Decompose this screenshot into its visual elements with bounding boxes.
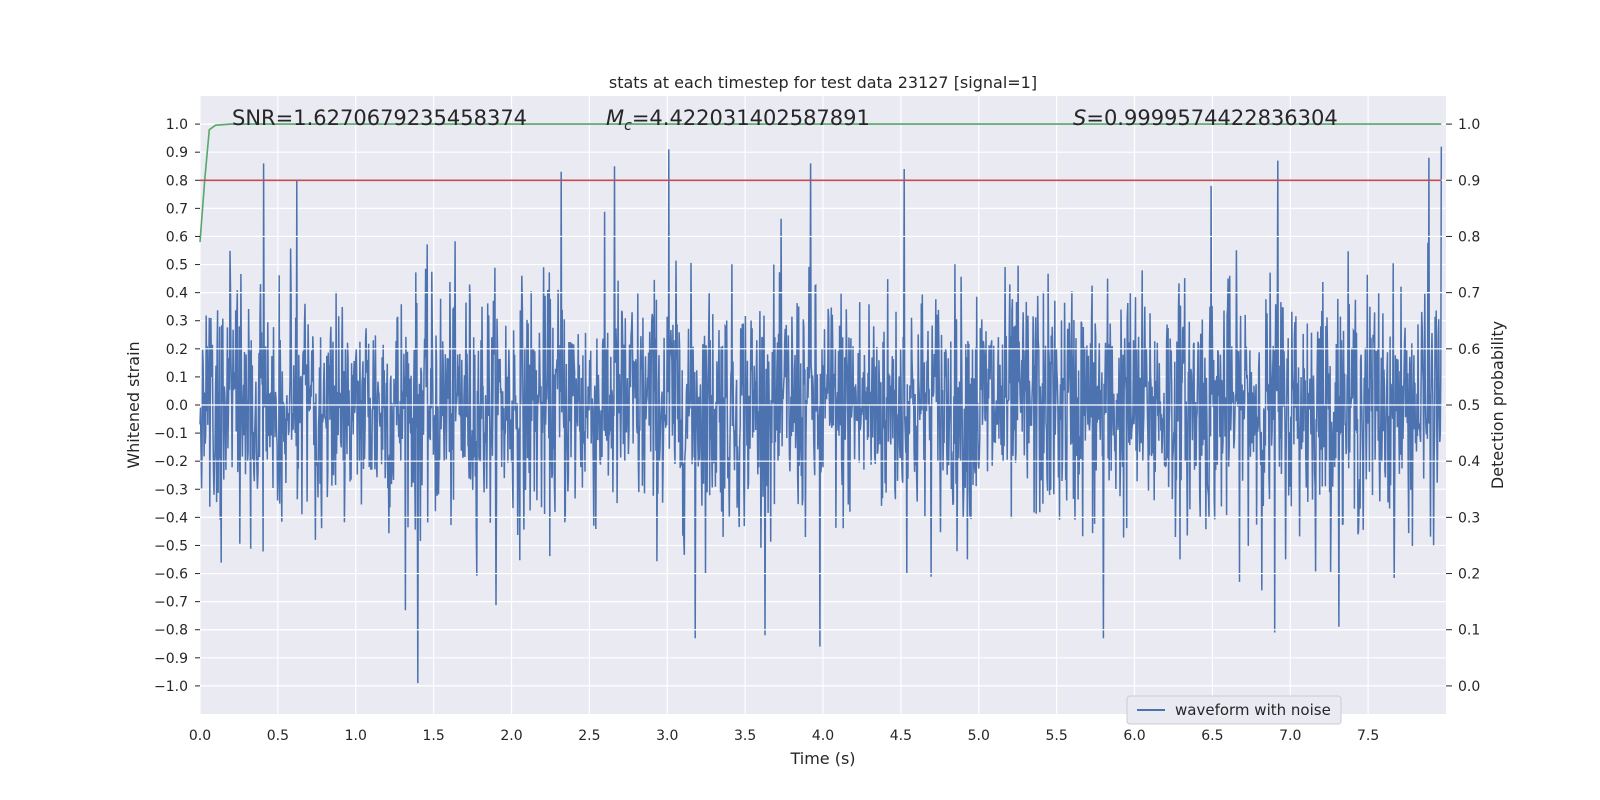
y-tick-label: 0.2 xyxy=(166,342,188,358)
probability-lines xyxy=(199,123,1442,243)
plot-area xyxy=(199,146,1443,684)
x-tick-label: 2.5 xyxy=(578,728,600,744)
y-tick-label: −0.9 xyxy=(154,651,188,667)
detection-probability-line xyxy=(199,123,1442,243)
y-tick-label: 0.1 xyxy=(166,370,188,386)
right-axis-label: Detection probability xyxy=(1488,321,1507,489)
right-tick-label: 0.0 xyxy=(1458,679,1480,695)
x-tick-label: 5.0 xyxy=(968,728,990,744)
y-axis-ticks: 1.0 0.9 0.8 0.7 0.6 0.5 0.4 0.3 0.2 0.1 0.0 −0.1 −0.… xyxy=(154,117,200,695)
x-tick-label: 6.0 xyxy=(1123,728,1145,744)
y-axis-label: Whitened strain xyxy=(124,341,143,468)
y-tick-label: 0.0 xyxy=(166,398,188,414)
y-tick-label: 0.9 xyxy=(166,145,188,161)
x-tick-label: 2.0 xyxy=(500,728,522,744)
chirp-mass-annotation: Mc=4.422031402587891 xyxy=(606,106,870,134)
chart-title: stats at each timestep for test data 231… xyxy=(609,73,1037,92)
y-tick-label: −0.2 xyxy=(154,454,188,470)
x-tick-label: 4.5 xyxy=(890,728,912,744)
score-annotation: S=0.9999574422836304 xyxy=(1073,106,1338,130)
right-tick-label: 0.6 xyxy=(1458,342,1480,358)
x-tick-label: 0.5 xyxy=(267,728,289,744)
x-tick-label: 7.0 xyxy=(1279,728,1301,744)
right-tick-label: 0.2 xyxy=(1458,567,1480,583)
right-tick-label: 0.1 xyxy=(1458,623,1480,639)
x-axis-ticks: 0.0 0.5 1.0 1.5 2.0 2.5 3.0 3.5 4.0 4.5 5.0 5.5 6.0 6… xyxy=(189,728,1379,744)
right-tick-label: 0.9 xyxy=(1458,173,1480,189)
x-axis-label: Time (s) xyxy=(789,749,855,768)
annotations: SNR=1.6270679235458374 Mc=4.422031402587… xyxy=(232,106,1338,134)
x-tick-label: 5.5 xyxy=(1045,728,1067,744)
y-tick-label: −0.1 xyxy=(154,426,188,442)
legend-label: waveform with noise xyxy=(1175,701,1331,719)
y-tick-label: 1.0 xyxy=(166,117,188,133)
legend-box xyxy=(1126,695,1342,725)
score-value: =0.9999574422836304 xyxy=(1086,106,1337,130)
legend: waveform with noise xyxy=(1126,695,1342,725)
y-tick-label: −0.5 xyxy=(154,538,188,554)
y-tick-label: −1.0 xyxy=(154,679,188,695)
x-tick-label: 6.5 xyxy=(1201,728,1223,744)
y-tick-label: −0.8 xyxy=(154,623,188,639)
x-tick-label: 7.5 xyxy=(1357,728,1379,744)
x-tick-label: 3.5 xyxy=(734,728,756,744)
x-tick-label: 1.0 xyxy=(345,728,367,744)
y-tick-label: 0.3 xyxy=(166,314,188,330)
y-tick-label: −0.7 xyxy=(154,595,188,611)
chirp-mass-value: =4.422031402587891 xyxy=(632,106,870,130)
y-tick-label: −0.6 xyxy=(154,567,188,583)
y-tick-label: −0.3 xyxy=(154,482,188,498)
right-tick-label: 0.7 xyxy=(1458,286,1480,302)
chirp-mass-symbol: M xyxy=(606,106,624,130)
x-tick-label: 3.0 xyxy=(656,728,678,744)
x-tick-label: 1.5 xyxy=(422,728,444,744)
waveform-line xyxy=(199,146,1443,684)
x-tick-label: 4.0 xyxy=(812,728,834,744)
right-tick-label: 0.8 xyxy=(1458,229,1480,245)
y-tick-label: −0.4 xyxy=(154,510,188,526)
y-tick-label: 0.7 xyxy=(166,201,188,217)
y-tick-label: 0.4 xyxy=(166,286,188,302)
right-tick-label: 1.0 xyxy=(1458,117,1480,133)
right-axis-ticks: 1.0 0.9 0.8 0.7 0.6 0.5 0.4 0.3 0.2 0.1 0.0 xyxy=(1446,117,1480,695)
x-tick-label: 0.0 xyxy=(189,728,211,744)
score-symbol: S xyxy=(1073,106,1086,130)
right-tick-label: 0.3 xyxy=(1458,510,1480,526)
chirp-mass-subscript: c xyxy=(624,118,632,134)
right-tick-label: 0.5 xyxy=(1458,398,1480,414)
y-tick-label: 0.6 xyxy=(166,229,188,245)
right-tick-label: 0.4 xyxy=(1458,454,1480,470)
snr-annotation: SNR=1.6270679235458374 xyxy=(232,106,527,130)
y-tick-label: 0.5 xyxy=(166,258,188,274)
y-tick-label: 0.8 xyxy=(166,173,188,189)
